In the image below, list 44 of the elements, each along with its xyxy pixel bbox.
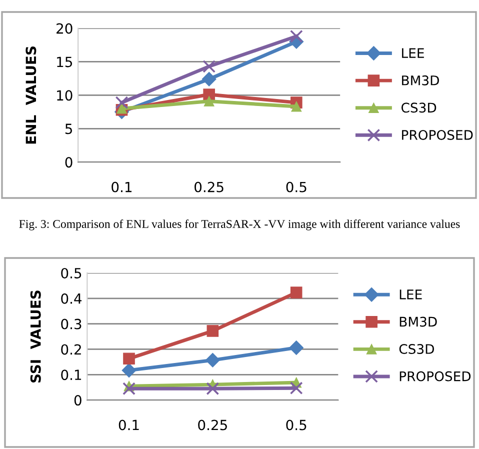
- y-tick-label: 0: [65, 157, 72, 168]
- y-axis-title: SSI VALUES: [30, 290, 41, 382]
- point: [206, 325, 219, 337]
- point: [289, 340, 304, 355]
- y-tick-label: 10: [57, 90, 72, 101]
- point: [115, 96, 128, 110]
- x-tick-label: 0.25: [194, 182, 224, 192]
- point: [291, 101, 302, 112]
- caption: Fig. 3: Comparison of ENL values for TerraSAR-X -VV image with different variance values: [19, 220, 460, 230]
- point: [123, 352, 135, 365]
- legend-label: PROPOSED: [402, 130, 473, 140]
- point: [203, 88, 215, 100]
- y-axis-title: ENL VALUES: [26, 46, 36, 144]
- legend-label: BM3D: [400, 316, 437, 327]
- point: [202, 60, 216, 73]
- legend-label: LEE: [400, 290, 422, 300]
- legend-label: CS3D: [401, 102, 436, 113]
- point: [290, 382, 303, 395]
- point: [202, 72, 216, 86]
- y-tick-label: 15: [57, 56, 72, 68]
- x-tick-label: 0.5: [286, 182, 306, 192]
- y-tick-label: 20: [56, 23, 72, 34]
- point: [205, 352, 220, 368]
- y-tick-label: 0: [74, 395, 82, 406]
- legend-label: BM3D: [402, 75, 439, 86]
- point: [206, 382, 220, 396]
- point: [204, 96, 214, 106]
- x-tick-label: 0.5: [286, 420, 306, 430]
- x-tick-label: 0.1: [112, 182, 132, 192]
- y-tick-label: 0.1: [61, 370, 82, 380]
- x-tick-label: 0.25: [198, 420, 227, 430]
- y-tick-label: 0.4: [61, 293, 82, 304]
- legend-label: PROPOSED: [400, 371, 471, 382]
- legend-label: LEE: [402, 48, 424, 58]
- point: [290, 30, 303, 43]
- y-tick-label: 0.2: [61, 344, 81, 355]
- y-tick-label: 5: [65, 124, 72, 134]
- y-tick-label: 0.5: [61, 268, 82, 278]
- point: [122, 382, 136, 396]
- point: [290, 286, 302, 298]
- x-tick-label: 0.1: [118, 420, 139, 430]
- legend-label: CS3D: [399, 344, 434, 354]
- point: [122, 363, 136, 378]
- y-tick-label: 0.3: [61, 318, 82, 330]
